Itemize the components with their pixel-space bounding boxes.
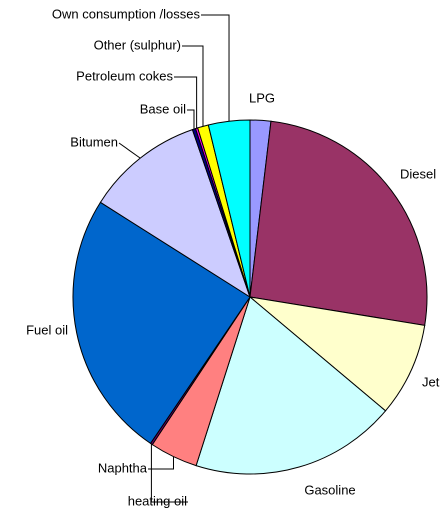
slice-label: Jet xyxy=(422,374,440,389)
leader-line xyxy=(187,109,195,130)
slice-label: LPG xyxy=(249,90,275,105)
pie-slice xyxy=(249,120,428,326)
slice-label: Base oil xyxy=(140,101,186,116)
slice-label: Gasoline xyxy=(304,482,355,497)
slice-label: Bitumen xyxy=(70,134,118,149)
leader-line xyxy=(182,45,204,127)
pie-slice xyxy=(207,119,251,298)
leader-line xyxy=(174,76,198,129)
leader-line xyxy=(148,456,174,470)
leader-line xyxy=(118,142,141,159)
slice-label: Own consumption /losses xyxy=(52,6,201,21)
slice-label: heating oil xyxy=(128,493,187,508)
slice-label: Fuel oil xyxy=(26,322,68,337)
pie-slice xyxy=(99,128,251,299)
slice-label: Diesel xyxy=(400,166,436,181)
pie-slice xyxy=(195,296,387,475)
leader-line xyxy=(150,443,188,503)
pie-slice xyxy=(248,296,426,412)
slice-label: Naphtha xyxy=(98,460,148,475)
slice-label: Petroleum cokes xyxy=(76,68,173,83)
leader-line xyxy=(201,14,230,122)
slice-label: Other (sulphur) xyxy=(94,37,181,52)
pie-slice xyxy=(72,201,251,445)
